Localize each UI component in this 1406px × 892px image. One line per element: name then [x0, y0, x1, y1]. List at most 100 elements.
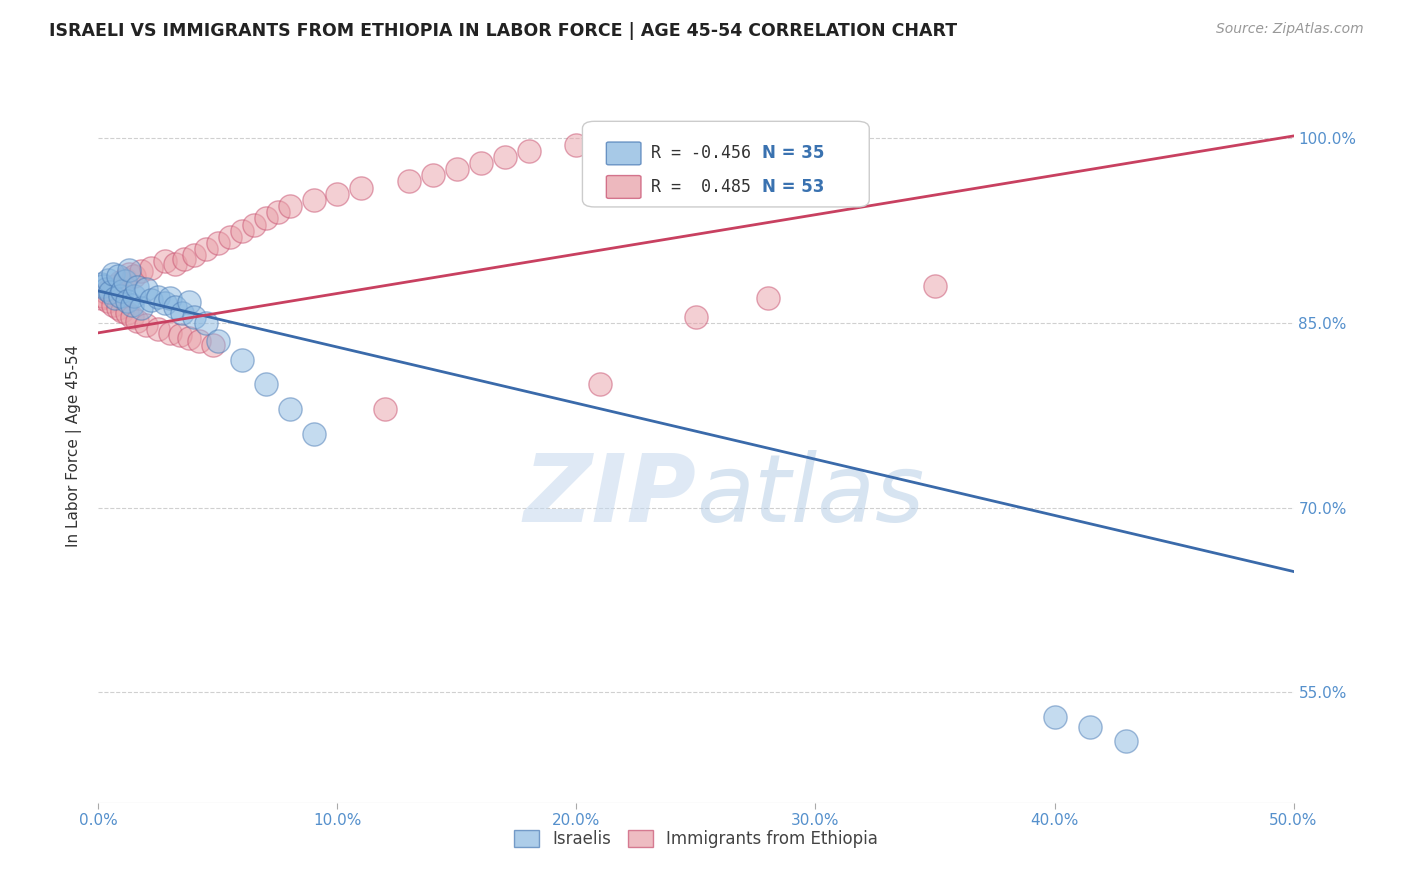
Point	[159, 326, 181, 340]
Text: R = -0.456: R = -0.456	[651, 145, 751, 162]
Point	[195, 316, 218, 330]
FancyBboxPatch shape	[582, 121, 869, 207]
Point	[756, 291, 779, 305]
Point	[98, 285, 122, 300]
Point	[101, 297, 124, 311]
Point	[219, 230, 242, 244]
Point	[302, 193, 325, 207]
Point	[125, 280, 148, 294]
Point	[104, 279, 127, 293]
Point	[115, 293, 138, 308]
Point	[97, 273, 120, 287]
FancyBboxPatch shape	[606, 176, 641, 198]
Point	[139, 260, 162, 275]
Point	[254, 377, 277, 392]
Point	[243, 218, 266, 232]
Point	[121, 310, 143, 324]
Point	[374, 402, 396, 417]
Point	[114, 271, 136, 285]
Point	[163, 300, 186, 314]
Text: N = 53: N = 53	[762, 178, 824, 196]
Point	[494, 150, 516, 164]
Point	[104, 291, 127, 305]
Point	[111, 303, 134, 318]
Point	[685, 310, 707, 324]
Point	[183, 310, 205, 324]
Point	[1043, 709, 1066, 723]
Point	[107, 301, 129, 316]
Text: ISRAELI VS IMMIGRANTS FROM ETHIOPIA IN LABOR FORCE | AGE 45-54 CORRELATION CHART: ISRAELI VS IMMIGRANTS FROM ETHIOPIA IN L…	[49, 22, 957, 40]
Point	[155, 254, 177, 268]
Point	[124, 269, 146, 284]
Text: atlas: atlas	[696, 450, 924, 541]
Point	[565, 137, 588, 152]
Point	[125, 313, 148, 327]
Point	[350, 180, 373, 194]
Point	[139, 293, 162, 307]
Point	[159, 291, 181, 305]
Point	[107, 269, 129, 284]
Point	[267, 205, 290, 219]
Point	[195, 242, 218, 256]
Point	[470, 156, 492, 170]
Point	[302, 426, 325, 441]
Point	[148, 290, 170, 304]
Point	[115, 306, 138, 320]
Point	[118, 267, 141, 281]
Point	[131, 301, 153, 316]
Point	[94, 281, 117, 295]
Text: Source: ZipAtlas.com: Source: ZipAtlas.com	[1216, 22, 1364, 37]
Point	[326, 186, 349, 201]
Y-axis label: In Labor Force | Age 45-54: In Labor Force | Age 45-54	[66, 345, 83, 547]
Point	[101, 267, 124, 281]
Point	[90, 291, 112, 305]
Point	[91, 279, 114, 293]
Point	[207, 235, 229, 250]
Point	[108, 289, 131, 303]
Point	[121, 297, 143, 311]
Point	[114, 274, 136, 288]
Point	[148, 322, 170, 336]
Point	[135, 281, 157, 295]
Point	[446, 162, 468, 177]
Text: ZIP: ZIP	[523, 450, 696, 542]
Point	[187, 334, 209, 349]
Point	[278, 199, 301, 213]
Point	[90, 277, 112, 291]
Point	[1115, 734, 1137, 748]
Point	[98, 281, 122, 295]
Point	[202, 338, 225, 352]
Point	[169, 328, 191, 343]
Point	[173, 252, 195, 266]
Point	[517, 144, 540, 158]
Point	[179, 295, 201, 310]
Point	[94, 285, 117, 300]
Point	[108, 276, 131, 290]
Point	[179, 331, 201, 345]
Point	[422, 169, 444, 183]
Point	[111, 284, 134, 298]
Point	[231, 224, 253, 238]
Point	[924, 279, 946, 293]
Point	[135, 318, 157, 333]
Legend: Israelis, Immigrants from Ethiopia: Israelis, Immigrants from Ethiopia	[508, 823, 884, 855]
Point	[97, 293, 120, 308]
Point	[398, 174, 420, 188]
Point	[124, 289, 146, 303]
Point	[1080, 719, 1102, 733]
Point	[172, 306, 194, 320]
Point	[207, 334, 229, 349]
Point	[254, 211, 277, 226]
Point	[231, 352, 253, 367]
Point	[183, 248, 205, 262]
Text: N = 35: N = 35	[762, 145, 824, 162]
Text: R =  0.485: R = 0.485	[651, 178, 751, 196]
Point	[163, 257, 186, 271]
FancyBboxPatch shape	[606, 142, 641, 165]
Point	[118, 263, 141, 277]
Point	[278, 402, 301, 417]
Point	[589, 377, 612, 392]
Point	[91, 289, 114, 303]
Point	[131, 264, 153, 278]
Point	[155, 296, 177, 310]
